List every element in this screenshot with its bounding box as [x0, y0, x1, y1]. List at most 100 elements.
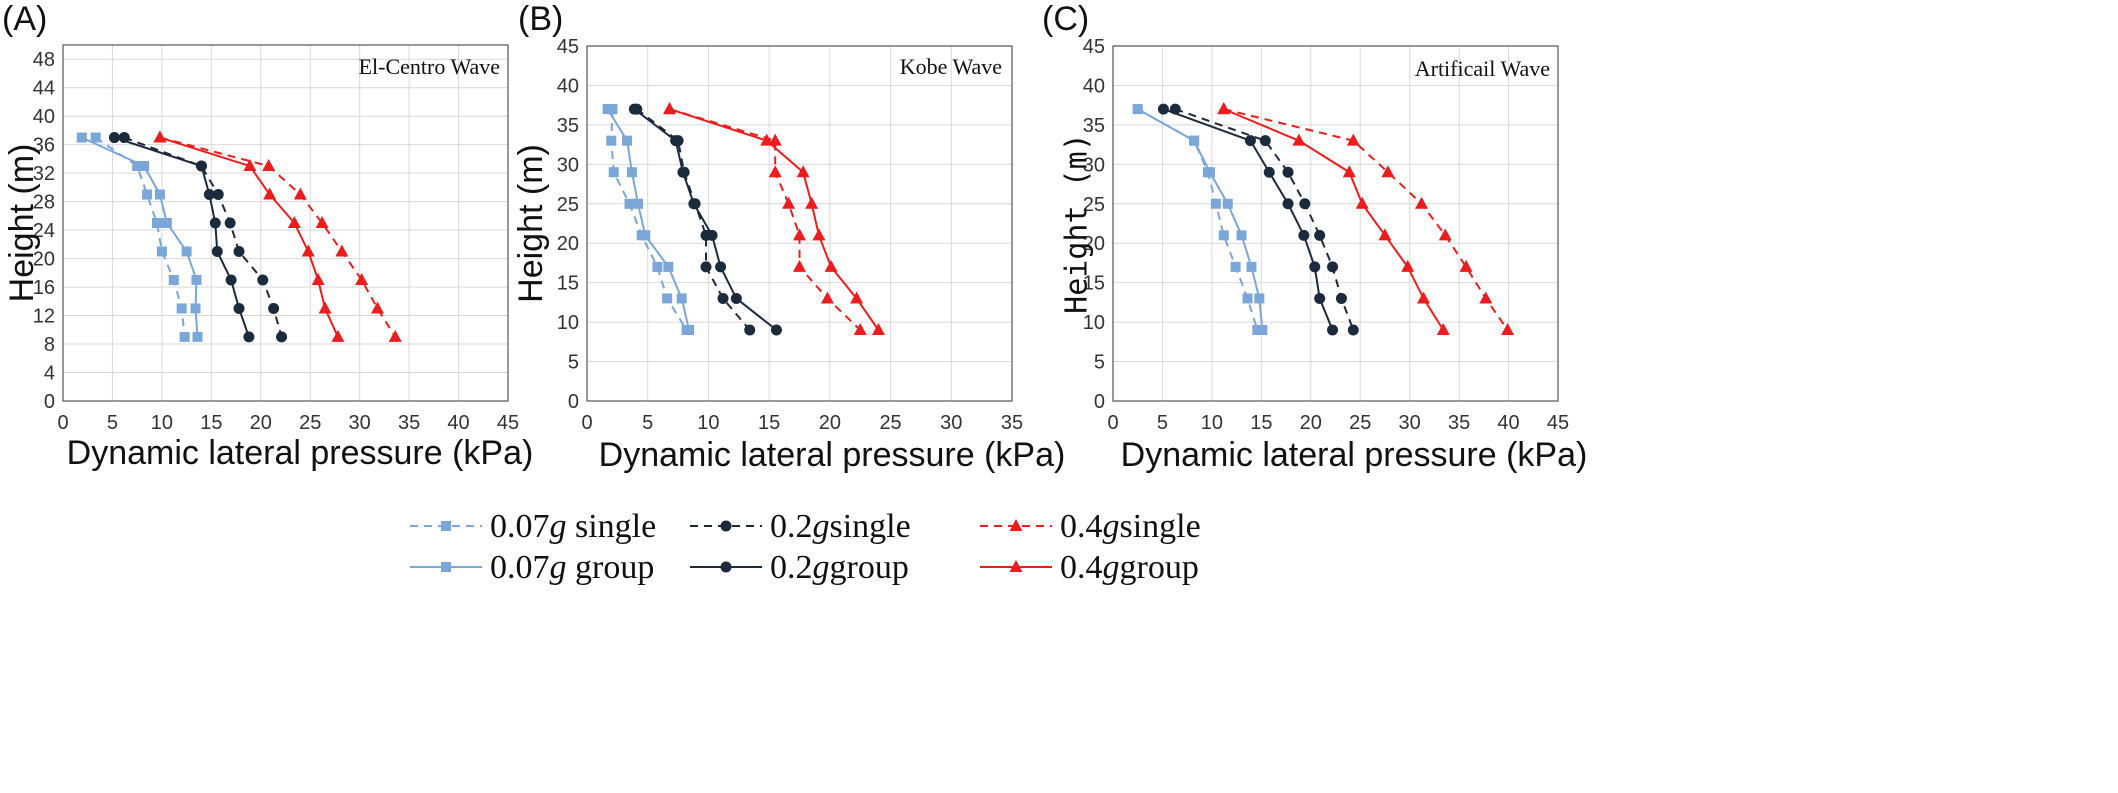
legend-label: 0.4gsingle — [1060, 508, 1201, 545]
data-point — [142, 189, 153, 200]
data-point — [1259, 135, 1271, 147]
legend-suffix: single — [830, 508, 911, 545]
legend-label: 0.07g single — [490, 508, 656, 545]
data-point — [268, 302, 280, 314]
data-point — [1346, 133, 1360, 146]
data-point — [628, 103, 640, 115]
legend-g: g — [550, 549, 567, 586]
series-s04_single — [663, 102, 867, 335]
y-tick-label: 20 — [33, 249, 55, 271]
data-point — [153, 130, 167, 143]
data-point — [1347, 324, 1359, 336]
plot-frame — [62, 44, 509, 402]
legend-suffix: group — [567, 549, 655, 586]
data-point — [192, 331, 203, 342]
series-line — [610, 109, 688, 331]
data-point — [652, 261, 663, 272]
x-tick-label: 5 — [107, 412, 118, 434]
x-axis-label: Dynamic lateral pressure (kPa) — [599, 436, 1066, 474]
y-tick-label: 30 — [557, 154, 579, 176]
x-tick-label: 45 — [497, 412, 519, 434]
series-s04_single — [153, 130, 402, 342]
data-point — [793, 228, 806, 241]
data-point — [1314, 292, 1326, 304]
data-point — [812, 228, 826, 241]
data-point — [76, 132, 87, 143]
series-s02_group — [1157, 103, 1339, 336]
data-point — [1327, 261, 1339, 273]
data-point — [257, 274, 269, 286]
data-point — [209, 217, 221, 229]
data-point — [90, 132, 101, 143]
y-tick-label: 40 — [1083, 75, 1105, 97]
data-point — [677, 166, 689, 178]
legend-prefix: 0.2 — [770, 549, 813, 586]
data-point — [770, 324, 782, 336]
data-point — [820, 291, 834, 304]
y-tick-label: 44 — [33, 78, 55, 100]
data-point — [626, 167, 637, 178]
data-point — [191, 274, 202, 285]
data-point — [233, 245, 245, 257]
series-line — [1137, 108, 1264, 331]
y-axis-label: Height (m) — [512, 144, 550, 303]
data-point — [301, 244, 315, 257]
data-point — [1292, 133, 1306, 146]
legend-marker — [441, 521, 451, 531]
chart-panel-b: 0 5 10 15 20 25 30 35 0 5 10 15 20 25 30 35 40 45(B) Kobe … — [512, 0, 1065, 474]
series-s04_group — [153, 130, 345, 342]
legend-item: 0.07g single — [410, 508, 656, 545]
data-point — [640, 230, 651, 241]
grid — [62, 45, 509, 402]
y-tick-label: 5 — [1094, 352, 1105, 374]
data-point — [622, 135, 633, 146]
y-tick-label: 25 — [557, 194, 579, 216]
plot-frame — [1112, 45, 1559, 402]
data-point — [1230, 261, 1241, 272]
series-line — [1223, 108, 1445, 331]
y-tick-label: 25 — [1083, 194, 1105, 216]
data-point — [824, 259, 838, 272]
data-point — [195, 160, 207, 172]
legend-marker — [1009, 519, 1023, 531]
series-s007_single — [90, 132, 190, 342]
x-tick-label: 20 — [250, 412, 272, 434]
legend-prefix: 0.07 — [490, 549, 550, 586]
x-tick-label: 0 — [1107, 412, 1118, 434]
grid — [1112, 45, 1559, 402]
legend-item: 0.2ggroup — [690, 549, 909, 586]
data-point — [1417, 291, 1431, 304]
data-point — [1189, 135, 1200, 146]
data-point — [190, 303, 201, 314]
legend-item: 0.4gsingle — [980, 508, 1201, 545]
data-point — [1415, 196, 1429, 209]
x-tick-label: 45 — [1547, 412, 1569, 434]
y-tick-label: 28 — [33, 192, 55, 214]
legend-suffix: group — [830, 549, 909, 586]
data-point — [850, 291, 864, 304]
x-tick-label: 5 — [1157, 412, 1168, 434]
x-tick-label: 40 — [1497, 412, 1519, 434]
y-tick-label: 20 — [557, 233, 579, 255]
series-line — [633, 108, 778, 331]
y-tick-label: 45 — [1083, 36, 1105, 58]
series-s04_group — [663, 102, 885, 335]
y-tick-label: 35 — [557, 115, 579, 137]
data-point — [700, 261, 712, 273]
series-s007_group — [602, 104, 694, 335]
data-point — [1157, 103, 1169, 115]
data-point — [1355, 196, 1369, 209]
legend-prefix: 0.4 — [1060, 508, 1103, 545]
data-point — [744, 324, 756, 336]
data-point — [633, 198, 643, 209]
x-tick-label: 40 — [447, 412, 469, 434]
data-point — [243, 331, 255, 343]
data-point — [717, 292, 729, 304]
data-point — [1282, 166, 1294, 178]
data-point — [233, 302, 245, 314]
data-point — [335, 244, 349, 257]
series-line — [669, 108, 861, 331]
data-point — [224, 217, 236, 229]
legend-marker — [720, 520, 732, 532]
